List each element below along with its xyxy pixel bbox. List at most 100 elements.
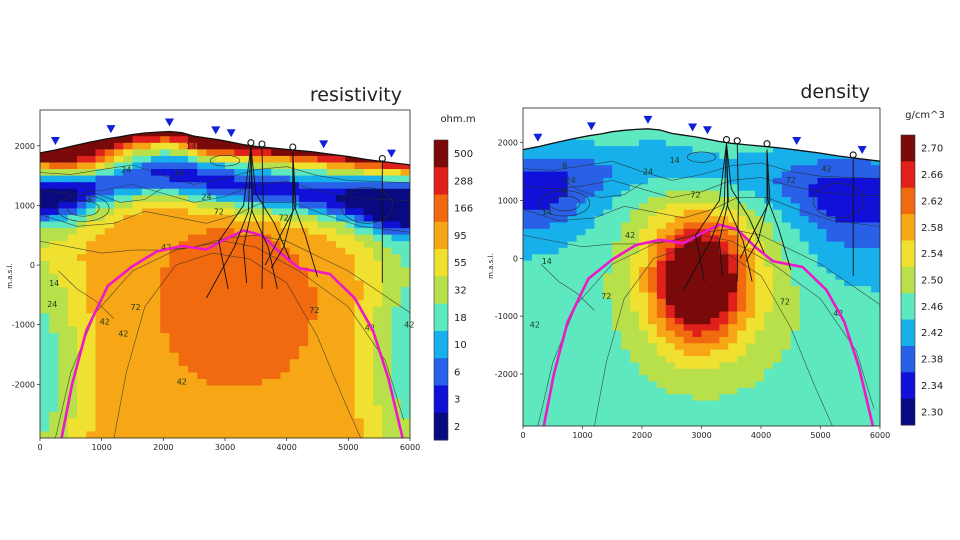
heatmap-cell	[373, 234, 383, 242]
heatmap-cell	[178, 201, 189, 209]
heatmap-cell	[58, 372, 69, 380]
heatmap-cell	[567, 247, 578, 255]
heatmap-cell	[382, 326, 393, 334]
heatmap-cell	[862, 121, 872, 128]
heatmap-cell	[755, 171, 765, 179]
heatmap-cell	[141, 247, 152, 255]
heatmap-cell	[271, 365, 282, 373]
heatmap-cell	[665, 190, 676, 198]
heatmap-cell	[355, 110, 365, 117]
heatmap-cell	[772, 317, 783, 325]
heatmap-cell	[621, 216, 631, 224]
heatmap-cell	[541, 114, 551, 121]
heatmap-cell	[400, 306, 410, 314]
heatmap-cell	[280, 385, 291, 393]
heatmap-cell	[558, 222, 569, 230]
heatmap-cell	[345, 313, 356, 321]
heatmap-cell	[317, 221, 328, 229]
heatmap-cell	[558, 356, 569, 363]
heatmap-cell	[363, 306, 374, 314]
heatmap-cell	[862, 203, 872, 211]
heatmap-cell	[558, 286, 569, 294]
contour-line	[558, 177, 643, 198]
wellhead-icon	[247, 139, 255, 147]
heatmap-cell	[781, 311, 792, 319]
heatmap-cell	[169, 195, 180, 203]
heatmap-cell	[123, 274, 134, 282]
heatmap-cell	[132, 424, 143, 433]
heatmap-cell	[763, 298, 774, 306]
heatmap-cell	[746, 400, 756, 408]
heatmap-cell	[523, 203, 533, 211]
heatmap-cell	[308, 300, 319, 308]
heatmap-cell	[549, 286, 560, 294]
heatmap-cell	[781, 349, 792, 357]
heatmap-cell	[799, 413, 810, 421]
heatmap-cell	[225, 352, 235, 360]
heatmap-cell	[114, 234, 124, 242]
heatmap-cell	[772, 311, 783, 319]
heatmap-cell	[326, 346, 337, 354]
heatmap-cell	[683, 279, 694, 287]
heatmap-cell	[603, 413, 613, 421]
heatmap-cell	[86, 155, 97, 164]
heatmap-cell	[728, 128, 738, 135]
heatmap-cell	[817, 216, 828, 224]
heatmap-cell	[755, 375, 765, 383]
heatmap-cell	[169, 254, 180, 262]
heatmap-cell	[206, 162, 217, 170]
contour-line	[113, 252, 361, 438]
heatmap-cell	[67, 313, 78, 321]
heatmap-cell	[67, 411, 78, 419]
heatmap-cell	[549, 292, 560, 300]
heatmap-cell	[692, 343, 703, 351]
heatmap-cell	[77, 392, 87, 400]
heatmap-cell	[647, 171, 658, 179]
colorbar-tick-label: 10	[454, 340, 467, 351]
heatmap-cell	[178, 293, 189, 301]
heatmap-cell	[853, 273, 863, 281]
heatmap-cell	[737, 375, 747, 383]
heatmap-cell	[271, 405, 282, 413]
heatmap-cell	[647, 254, 658, 262]
heatmap-cell	[169, 326, 180, 334]
heatmap-cell	[391, 418, 402, 426]
heatmap-cell	[67, 241, 78, 249]
heatmap-cell	[363, 182, 374, 190]
heatmap-cell	[271, 110, 281, 117]
heatmap-cell	[683, 330, 694, 338]
heatmap-cell	[781, 139, 792, 147]
heatmap-cell	[132, 431, 143, 438]
heatmap-cell	[862, 368, 872, 376]
heatmap-cell	[737, 216, 747, 224]
heatmap-cell	[215, 411, 226, 419]
heatmap-cell	[40, 352, 50, 360]
heatmap-cell	[728, 375, 738, 383]
heatmap-cell	[621, 267, 631, 274]
heatmap-cell	[373, 365, 383, 373]
heatmap-cell	[781, 197, 792, 204]
heatmap-cell	[871, 311, 880, 319]
heatmap-cell	[790, 419, 801, 427]
heatmap-cell	[77, 136, 87, 144]
heatmap-cell	[243, 352, 254, 360]
heatmap-cell	[567, 190, 578, 198]
heatmap-cell	[95, 169, 106, 177]
heatmap-cell	[382, 234, 393, 242]
heatmap-cell	[169, 392, 180, 400]
heatmap-cell	[95, 201, 106, 209]
heatmap-cell	[123, 392, 134, 400]
heatmap-cell	[576, 286, 587, 294]
heatmap-cell	[215, 293, 226, 301]
heatmap-cell	[400, 319, 410, 328]
heatmap-cell	[763, 419, 774, 427]
heatmap-cell	[151, 431, 161, 438]
heatmap-cell	[871, 324, 880, 332]
heatmap-cell	[844, 381, 854, 389]
heatmap-cell	[612, 349, 622, 357]
heatmap-cell	[853, 247, 863, 255]
heatmap-cell	[77, 372, 87, 380]
heatmap-cell	[252, 339, 263, 347]
heatmap-cell	[585, 247, 595, 255]
heatmap-cell	[558, 139, 569, 147]
